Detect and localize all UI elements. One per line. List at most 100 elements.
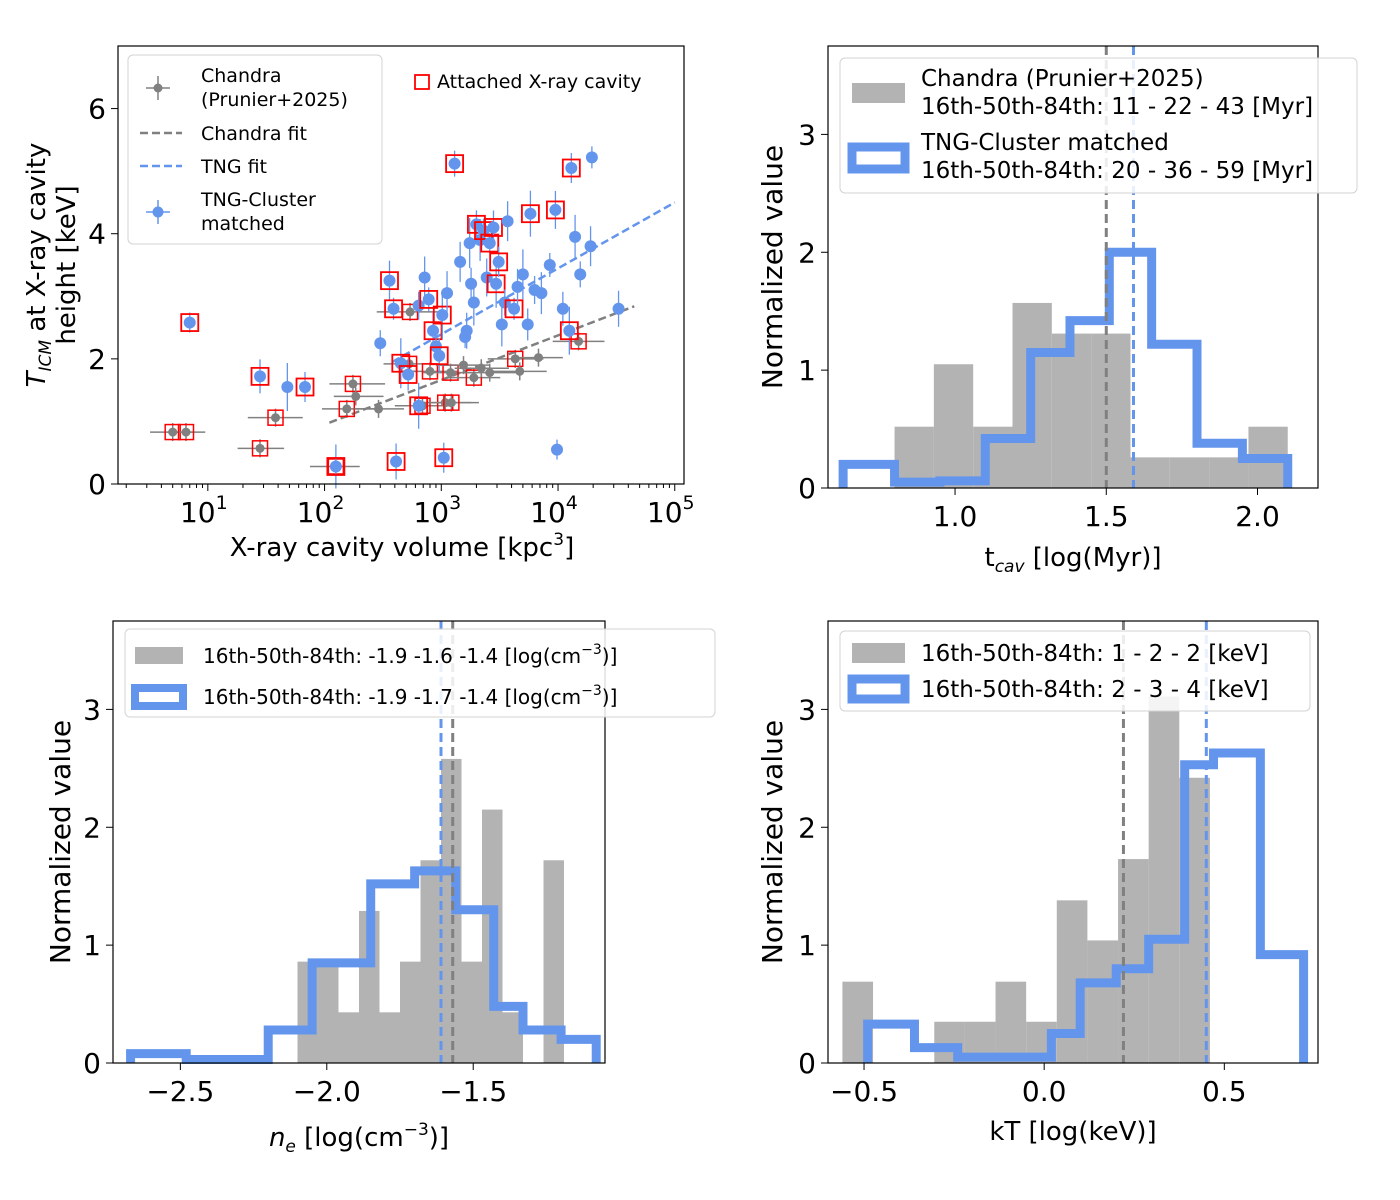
- tng-point: [387, 302, 400, 315]
- tng-point: [612, 302, 625, 315]
- tcav-panel: 1.0 1.5 2.0 0 1 2 3 tcav [log(Myr)] Normalized…: [756, 45, 1358, 577]
- kt-legend-chandra-swatch: [852, 643, 905, 663]
- ne-axes-frame: [112, 620, 606, 1064]
- tcav-axes-frame: [827, 45, 1319, 489]
- tcav-legend-chandra-swatch: [852, 83, 905, 103]
- chandra-point: [533, 353, 543, 363]
- tng-hist-step: [126, 866, 601, 1064]
- tng-attached-marker: [295, 377, 315, 397]
- tng-point: [584, 240, 597, 253]
- chandra-hist-bar: [461, 961, 482, 1063]
- tng-point: [281, 381, 294, 394]
- chandra-hist-bar: [933, 364, 974, 488]
- x-tick-label: 104: [530, 492, 578, 529]
- chandra-hist-bar: [420, 860, 441, 1063]
- kt-legend-chandra-stats: 16th-50th-84th: 1 - 2 - 2 [keV]: [921, 641, 1269, 667]
- y-tick-label: 2: [798, 811, 816, 844]
- tng-attached-marker: [409, 396, 429, 416]
- tng-point: [402, 368, 415, 381]
- tcav-legend-chandra-stats: 16th-50th-84th: 11 - 22 - 43 [Myr]: [921, 94, 1313, 120]
- tng-point: [501, 215, 514, 228]
- chandra-hist-bar: [1091, 333, 1131, 488]
- tng-point: [508, 302, 521, 315]
- y-tick-label: 1: [83, 929, 101, 962]
- y-tick-label: 1: [798, 929, 816, 962]
- scatter-x-axis-label: X-ray cavity volume [kpc3]: [230, 530, 574, 563]
- chandra-point: [271, 413, 281, 423]
- tng-attached-marker: [432, 305, 452, 325]
- scatter-panel: 101 102 103 104 105 0 2 4 6 X-ray cavity volume …: [22, 45, 695, 563]
- chandra-point: [446, 398, 456, 408]
- chandra-hist-bar: [1148, 696, 1180, 1063]
- tng-point: [412, 399, 425, 412]
- x-tick-label: −0.5: [830, 1075, 898, 1108]
- tcav-legend-tng-swatch: [847, 142, 910, 174]
- chandra-point: [374, 404, 384, 414]
- tng-point: [254, 370, 267, 383]
- tng-point: [565, 162, 578, 175]
- chandra-hist-bar: [1087, 940, 1119, 1063]
- tng-point: [477, 224, 490, 237]
- scatter-plot-area: [150, 146, 676, 489]
- ne-panel: −2.5 −2.0 −1.5 0 1 2 3 ne [log(cm−3)] Normaliz…: [44, 620, 716, 1157]
- tng-point: [516, 268, 529, 281]
- x-tick-label: 101: [180, 492, 228, 529]
- tng-attached-marker: [398, 365, 418, 384]
- chandra-hist-bar: [1051, 333, 1092, 488]
- tng-point: [511, 280, 524, 293]
- tng-point: [422, 293, 435, 306]
- legend-tng-fit-label: TNG fit: [200, 156, 267, 178]
- tng-point: [183, 316, 196, 329]
- tcav-ticks: 1.0 1.5 2.0 0 1 2 3: [798, 118, 1280, 533]
- tng-point: [418, 271, 431, 284]
- legend-chandra-label: Chandra: [201, 65, 282, 87]
- tcav-y-axis-label: Normalized value: [756, 145, 789, 389]
- ne-x-axis-label: ne [log(cm−3)]: [269, 1120, 449, 1157]
- tng-attached-marker: [419, 290, 439, 309]
- y-tick-label: 3: [798, 118, 816, 151]
- chandra-attached-marker: [465, 369, 483, 386]
- chandra-point: [510, 354, 520, 364]
- x-tick-label: −2.5: [146, 1075, 214, 1108]
- y-tick-label: 2: [798, 236, 816, 269]
- kt-panel: −0.5 0.0 0.5 0 1 2 3 kT [log(keV)] Normalized …: [756, 620, 1319, 1147]
- tng-point: [585, 151, 598, 164]
- tng-point: [383, 274, 396, 287]
- tng-attached-marker: [559, 321, 579, 341]
- tng-point: [495, 318, 508, 331]
- chandra-point: [469, 373, 479, 383]
- kt-legend: 16th-50th-84th: 1 - 2 - 2 [keV] 16th-50t…: [839, 630, 1311, 712]
- chandra-point: [181, 427, 191, 437]
- tcav-legend-chandra-label: Chandra (Prunier+2025): [921, 66, 1204, 92]
- scatter-legend: Chandra (Prunier+2025) Chandra fit TNG f…: [127, 54, 641, 245]
- y-tick-label: 3: [798, 693, 816, 726]
- ne-legend-tng-swatch: [131, 684, 187, 710]
- chandra-point: [255, 443, 265, 453]
- tng-attached-marker: [384, 299, 403, 319]
- ne-ticks: −2.5 −2.0 −1.5 0 1 2 3: [83, 693, 507, 1108]
- x-tick-label: 1.0: [933, 500, 978, 533]
- chandra-attached-marker: [506, 350, 524, 368]
- x-tick-label: −2.0: [293, 1075, 361, 1108]
- ne-legend-chandra-stats: 16th-50th-84th: -1.9 -1.6 -1.4 [log(cm−3…: [203, 642, 617, 668]
- tng-point: [394, 357, 407, 370]
- y-tick-label: 0: [798, 472, 816, 505]
- tng-point: [521, 318, 534, 331]
- tng-point: [487, 221, 500, 234]
- chandra-point: [485, 368, 495, 378]
- tng-point: [563, 324, 576, 337]
- tng-attached-marker: [546, 200, 565, 220]
- chandra-attached-marker: [443, 394, 460, 411]
- tng-attached-marker: [445, 154, 464, 174]
- legend-tng-label-2: matched: [201, 213, 285, 235]
- legend-tng-marker: [146, 200, 170, 224]
- chandra-attached-marker: [267, 409, 284, 426]
- x-tick-label: 102: [297, 492, 345, 529]
- tng-attached-marker: [561, 158, 581, 178]
- kt-y-axis-label: Normalized value: [756, 720, 789, 964]
- y-tick-label: 2: [88, 343, 106, 376]
- tng-point: [463, 237, 476, 250]
- tng-point: [569, 230, 582, 243]
- tng-point: [492, 255, 505, 268]
